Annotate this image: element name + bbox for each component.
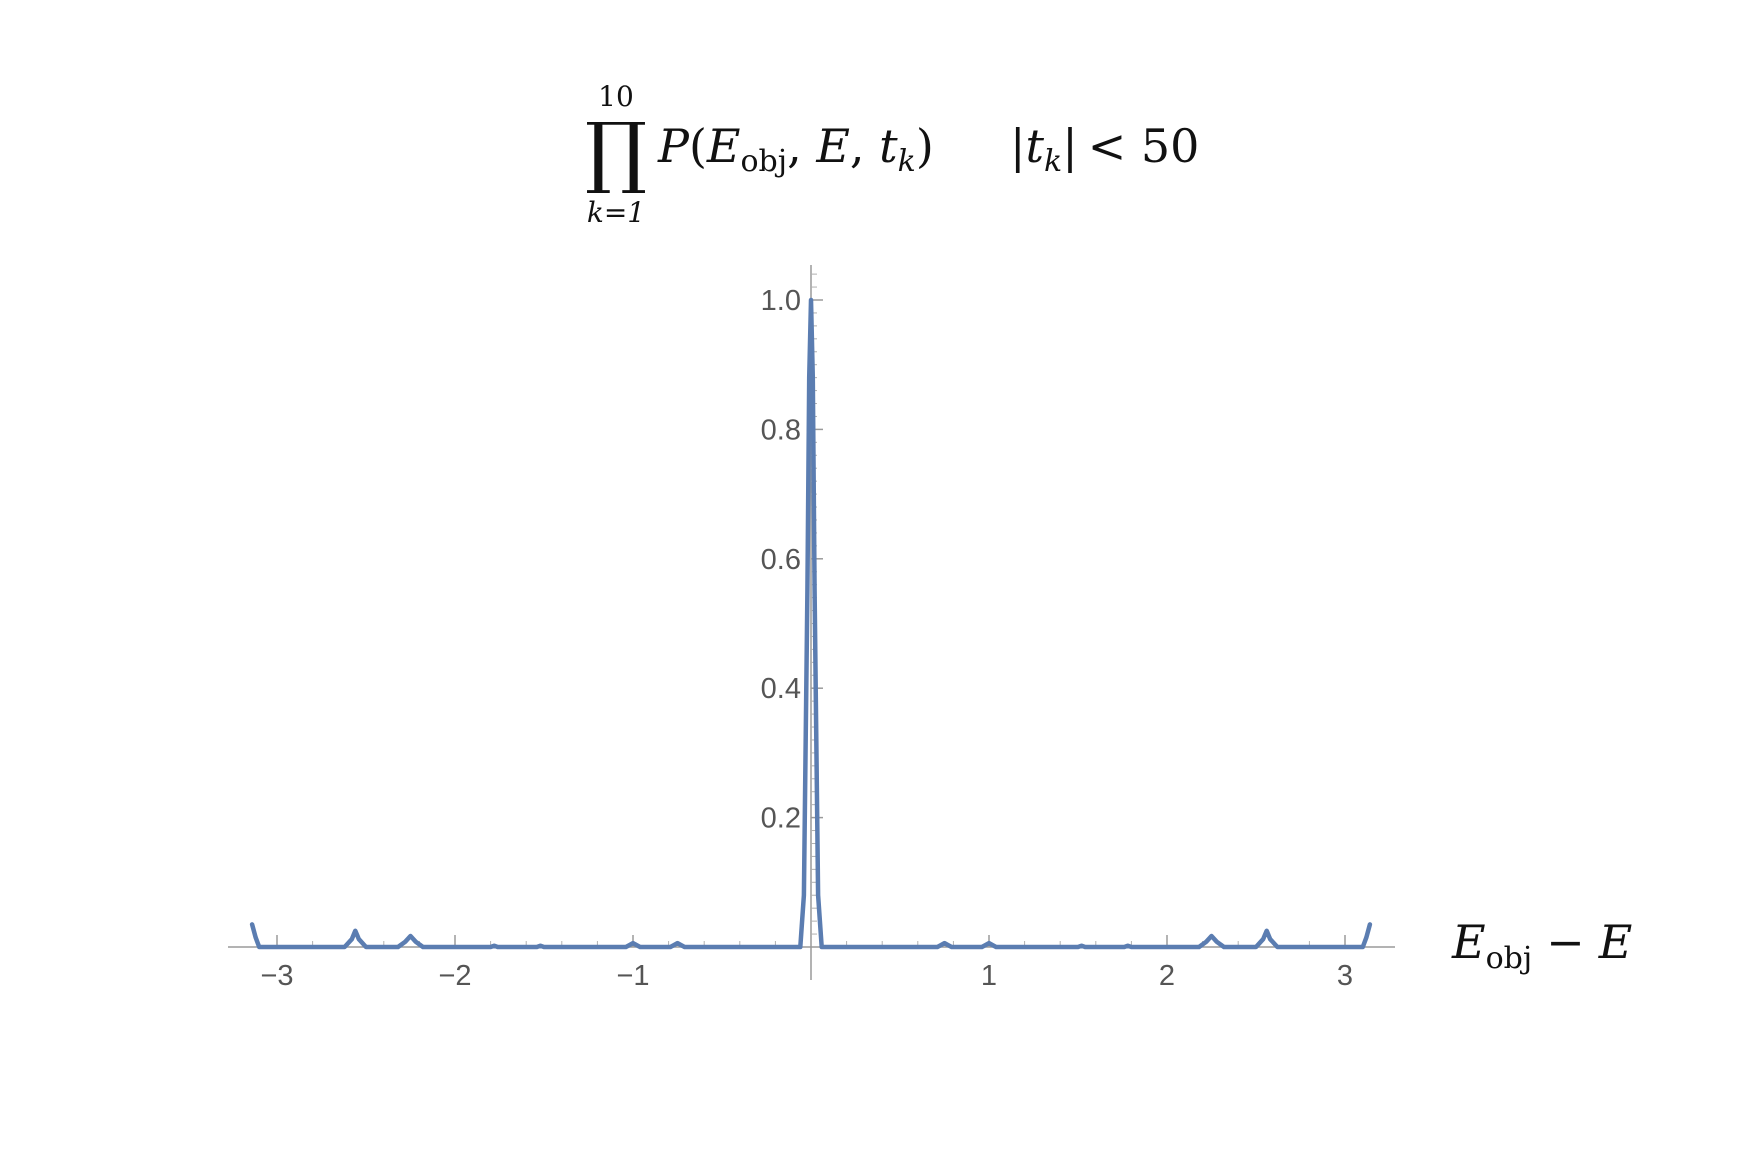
title-product-symbol: ∏ (585, 107, 647, 197)
y-tick-label: 1.0 (761, 285, 801, 317)
x-tick-label: −1 (616, 960, 649, 992)
y-tick-label: 0.8 (761, 414, 801, 446)
title-condition: |tk| < 50 (1010, 119, 1199, 179)
y-tick-label: 0.4 (761, 673, 801, 705)
title-product-upper: 10 (598, 80, 634, 113)
x-tick-label: 3 (1337, 960, 1353, 992)
series-group (249, 297, 1373, 950)
y-tick-label: 0.6 (761, 544, 801, 576)
y-tick-label: 0.2 (761, 803, 801, 835)
title-expression: P(Eobj, E, tk) (657, 119, 934, 179)
x-tick-label: 2 (1159, 960, 1175, 992)
x-axis-label: Eobj − E (1451, 915, 1632, 976)
x-tick-label: −3 (260, 960, 293, 992)
x-tick-label: 1 (981, 960, 997, 992)
chart-title: 10 ∏ k=1 P(Eobj, E, tk) |tk| < 50 (585, 80, 1199, 229)
series-line (249, 297, 1373, 950)
tick-labels: −3 −2 −1 1 2 3 0.2 0.4 0.6 0.8 1.0 (260, 285, 1353, 992)
title-product-lower: k=1 (587, 196, 645, 229)
x-tick-label: −2 (438, 960, 471, 992)
